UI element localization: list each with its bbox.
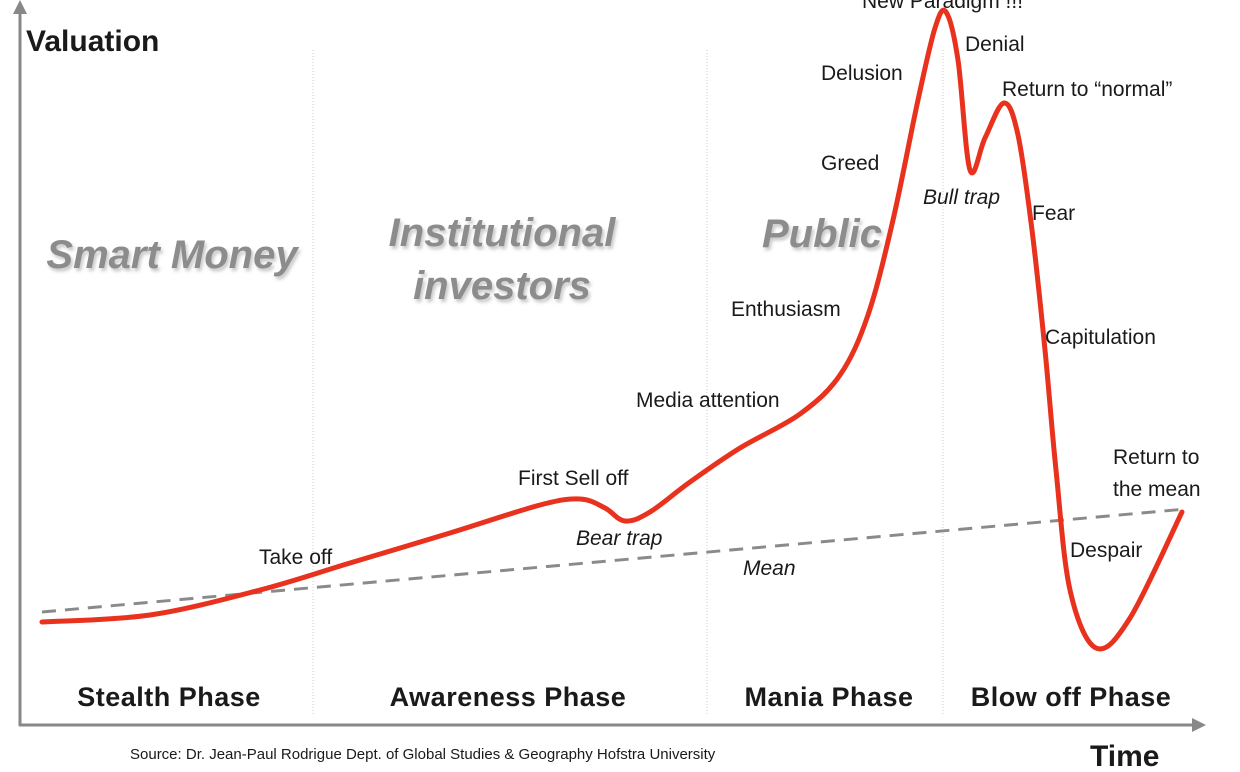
annotation: Bull trap (923, 186, 1000, 209)
annotation: Despair (1070, 539, 1142, 562)
annotation: Enthusiasm (731, 298, 841, 321)
group-label: Smart Money (46, 233, 299, 277)
phase-label: Stealth Phase (77, 682, 261, 712)
x-axis-label: Time (1090, 740, 1159, 772)
y-axis-arrow (13, 0, 27, 14)
annotation: Return to (1113, 446, 1199, 469)
annotation: New Paradigm !!! (862, 0, 1023, 13)
source-note: Source: Dr. Jean-Paul Rodrigue Dept. of … (130, 746, 716, 763)
phase-label: Mania Phase (744, 682, 913, 712)
x-axis-arrow (1192, 718, 1206, 732)
annotation: Delusion (821, 62, 903, 85)
annotation: Return to “normal” (1002, 78, 1172, 101)
annotation: Greed (821, 152, 879, 175)
phase-label: Blow off Phase (971, 682, 1172, 712)
group-label: Public (762, 212, 882, 256)
annotation: Media attention (636, 389, 780, 412)
annotation: Denial (965, 33, 1025, 56)
annotation: Take off (259, 546, 332, 569)
annotation: Fear (1032, 202, 1075, 225)
annotation: Bear trap (576, 527, 662, 550)
y-axis-label: Valuation (26, 25, 159, 58)
group-label: Institutional (389, 211, 617, 255)
mean-line (41, 507, 1187, 614)
annotation: the mean (1113, 478, 1201, 501)
annotation: Mean (743, 557, 796, 580)
group-label: investors (413, 264, 591, 308)
valuation-curve (39, 7, 1185, 652)
phase-label: Awareness Phase (390, 682, 627, 712)
annotation: First Sell off (518, 467, 629, 490)
annotation: Capitulation (1045, 326, 1156, 349)
